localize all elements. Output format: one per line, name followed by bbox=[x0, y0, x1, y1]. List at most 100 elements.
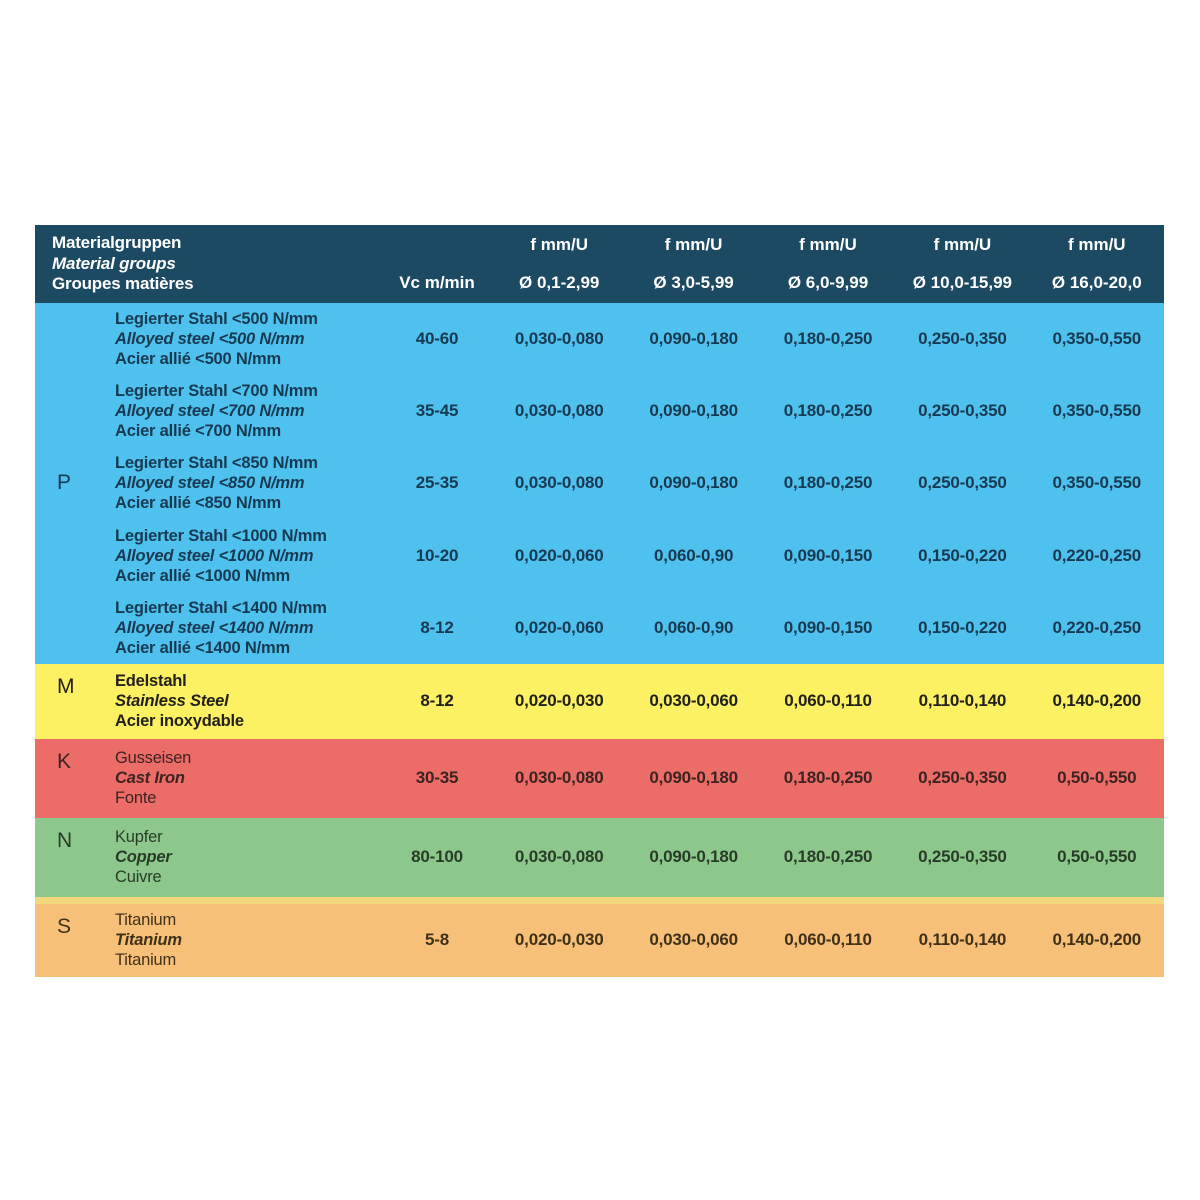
material-name-en: Alloyed steel <850 N/mm bbox=[115, 474, 305, 493]
material-names: Legierter Stahl <500 N/mm Alloyed steel … bbox=[95, 309, 382, 369]
feed-value: 0,020-0,060 bbox=[514, 617, 604, 637]
feed-value: 0,030-0,080 bbox=[514, 329, 604, 349]
feed-value: 0,060-0,110 bbox=[784, 691, 872, 711]
material-name-de: Kupfer bbox=[115, 828, 163, 847]
material-groups-label-de: Materialgruppen bbox=[52, 233, 182, 253]
feed-value: 0,020-0,030 bbox=[514, 691, 604, 711]
material-groups-header: Materialgruppen Material groups Groupes … bbox=[35, 225, 382, 303]
table-row: Edelstahl Stainless Steel Acier inoxydab… bbox=[95, 664, 1164, 739]
table-row: Legierter Stahl <1000 N/mm Alloyed steel… bbox=[95, 520, 1164, 592]
feed-unit-label: f mm/U bbox=[1067, 235, 1126, 254]
material-names: Gusseisen Cast Iron Fonte bbox=[95, 748, 382, 808]
material-name-fr: Cuivre bbox=[115, 868, 162, 887]
vc-value: 25-35 bbox=[415, 473, 459, 493]
material-name-en: Alloyed steel <1400 N/mm bbox=[115, 618, 314, 637]
feed-value: 0,180-0,250 bbox=[783, 847, 873, 867]
feed-unit-label: f mm/U bbox=[664, 235, 723, 254]
material-name-en: Alloyed steel <500 N/mm bbox=[115, 330, 305, 349]
material-section: M Edelstahl Stainless Steel Acier inoxyd… bbox=[35, 663, 1164, 739]
feed-value: 0,250-0,350 bbox=[918, 847, 1007, 867]
group-letter: P bbox=[57, 471, 72, 495]
feed-value: 0,50-0,550 bbox=[1057, 847, 1137, 867]
feed-value: 0,220-0,250 bbox=[1052, 617, 1142, 637]
material-names: Kupfer Copper Cuivre bbox=[95, 827, 382, 887]
table-row: Gusseisen Cast Iron Fonte 30-35 0,030-0,… bbox=[95, 739, 1164, 818]
feed-value: 0,090-0,180 bbox=[649, 847, 738, 867]
feed-value: 0,030-0,060 bbox=[649, 691, 738, 711]
feed-value: 0,030-0,060 bbox=[649, 930, 738, 950]
feed-value: 0,180-0,250 bbox=[783, 401, 873, 421]
material-name-de: Gusseisen bbox=[115, 749, 192, 768]
vc-value: 10-20 bbox=[415, 545, 459, 565]
feed-unit-label: f mm/U bbox=[933, 235, 992, 254]
material-name-en: Alloyed steel <700 N/mm bbox=[115, 402, 305, 421]
feed-value: 0,060-0,90 bbox=[653, 545, 734, 565]
material-groups-label-fr: Groupes matières bbox=[52, 274, 194, 294]
material-name-fr: Acier allié <500 N/mm bbox=[115, 350, 281, 369]
table-row: Titanium Titanium Titanium 5-8 0,020-0,0… bbox=[95, 904, 1164, 977]
feed-value: 0,350-0,550 bbox=[1052, 473, 1142, 493]
material-section: K Gusseisen Cast Iron Fonte 30-35 0,030-… bbox=[35, 738, 1164, 818]
material-names: Legierter Stahl <1000 N/mm Alloyed steel… bbox=[95, 526, 382, 586]
table-row: Legierter Stahl <850 N/mm Alloyed steel … bbox=[95, 447, 1164, 519]
feed-value: 0,060-0,110 bbox=[784, 930, 872, 950]
feed-value: 0,030-0,080 bbox=[514, 847, 604, 867]
material-names: Legierter Stahl <1400 N/mm Alloyed steel… bbox=[95, 598, 382, 658]
feed-value: 0,090-0,180 bbox=[649, 768, 738, 788]
material-name-fr: Titanium bbox=[115, 951, 177, 970]
section-rows: Titanium Titanium Titanium 5-8 0,020-0,0… bbox=[95, 904, 1164, 977]
feed-value: 0,250-0,350 bbox=[918, 473, 1007, 493]
material-name-en: Stainless Steel bbox=[115, 692, 229, 711]
feed-column-header-1: f mm/U Ø 0,1-2,99 bbox=[492, 225, 626, 303]
group-letter: S bbox=[57, 914, 72, 938]
feed-column-header-4: f mm/U Ø 10,0-15,99 bbox=[895, 225, 1029, 303]
vc-value: 35-45 bbox=[415, 401, 459, 421]
feed-value: 0,250-0,350 bbox=[918, 401, 1007, 421]
table-row: Kupfer Copper Cuivre 80-100 0,030-0,080 0… bbox=[95, 818, 1164, 897]
material-name-de: Legierter Stahl <1000 N/mm bbox=[115, 526, 327, 545]
vc-value: 5-8 bbox=[425, 930, 449, 950]
material-name-de: Legierter Stahl <850 N/mm bbox=[115, 454, 318, 473]
section-separator-strip bbox=[35, 896, 1164, 904]
group-letter: N bbox=[57, 828, 73, 852]
vc-value: 80-100 bbox=[411, 847, 463, 867]
cutting-data-table: Materialgruppen Material groups Groupes … bbox=[35, 225, 1164, 977]
material-section: S Titanium Titanium Titanium 5-8 0,020-0… bbox=[35, 903, 1164, 977]
material-names: Legierter Stahl <850 N/mm Alloyed steel … bbox=[95, 453, 382, 513]
feed-value: 0,250-0,350 bbox=[918, 329, 1007, 349]
material-name-de: Edelstahl bbox=[115, 672, 187, 691]
feed-value: 0,350-0,550 bbox=[1052, 329, 1142, 349]
table-row: Legierter Stahl <1400 N/mm Alloyed steel… bbox=[95, 592, 1164, 664]
vc-value: 40-60 bbox=[415, 329, 459, 349]
feed-value: 0,020-0,030 bbox=[514, 930, 604, 950]
section-rows: Legierter Stahl <500 N/mm Alloyed steel … bbox=[95, 303, 1164, 664]
material-name-en: Alloyed steel <1000 N/mm bbox=[115, 546, 314, 565]
material-name-fr: Acier allié <1000 N/mm bbox=[115, 566, 290, 585]
diameter-range-label: Ø 3,0-5,99 bbox=[653, 273, 734, 292]
diameter-range-label: Ø 0,1-2,99 bbox=[519, 273, 600, 292]
group-letter: K bbox=[57, 749, 72, 773]
table-row: Legierter Stahl <500 N/mm Alloyed steel … bbox=[95, 303, 1164, 375]
feed-value: 0,090-0,150 bbox=[783, 617, 873, 637]
material-names: Edelstahl Stainless Steel Acier inoxydab… bbox=[95, 671, 382, 731]
feed-value: 0,220-0,250 bbox=[1052, 545, 1142, 565]
vc-value: 8-12 bbox=[420, 617, 454, 637]
material-section: P Legierter Stahl <500 N/mm Alloyed stee… bbox=[35, 303, 1164, 664]
feed-value: 0,030-0,080 bbox=[514, 768, 604, 788]
feed-value: 0,090-0,180 bbox=[649, 329, 738, 349]
material-groups-label-en: Material groups bbox=[52, 253, 176, 273]
material-section: N Kupfer Copper Cuivre 80-100 0,030-0,08… bbox=[35, 817, 1164, 897]
table-row: Legierter Stahl <700 N/mm Alloyed steel … bbox=[95, 375, 1164, 447]
material-name-fr: Acier allié <850 N/mm bbox=[115, 494, 281, 513]
feed-value: 0,180-0,250 bbox=[783, 473, 873, 493]
material-name-de: Legierter Stahl <500 N/mm bbox=[115, 310, 318, 329]
vc-value: 8-12 bbox=[420, 691, 454, 711]
section-rows: Edelstahl Stainless Steel Acier inoxydab… bbox=[95, 664, 1164, 739]
material-name-fr: Acier allié <1400 N/mm bbox=[115, 638, 290, 657]
feed-value: 0,090-0,150 bbox=[783, 545, 873, 565]
material-names: Titanium Titanium Titanium bbox=[95, 910, 382, 970]
feed-value: 0,350-0,550 bbox=[1052, 401, 1142, 421]
group-letter: M bbox=[57, 674, 75, 698]
diameter-range-label: Ø 6,0-9,99 bbox=[787, 273, 869, 292]
